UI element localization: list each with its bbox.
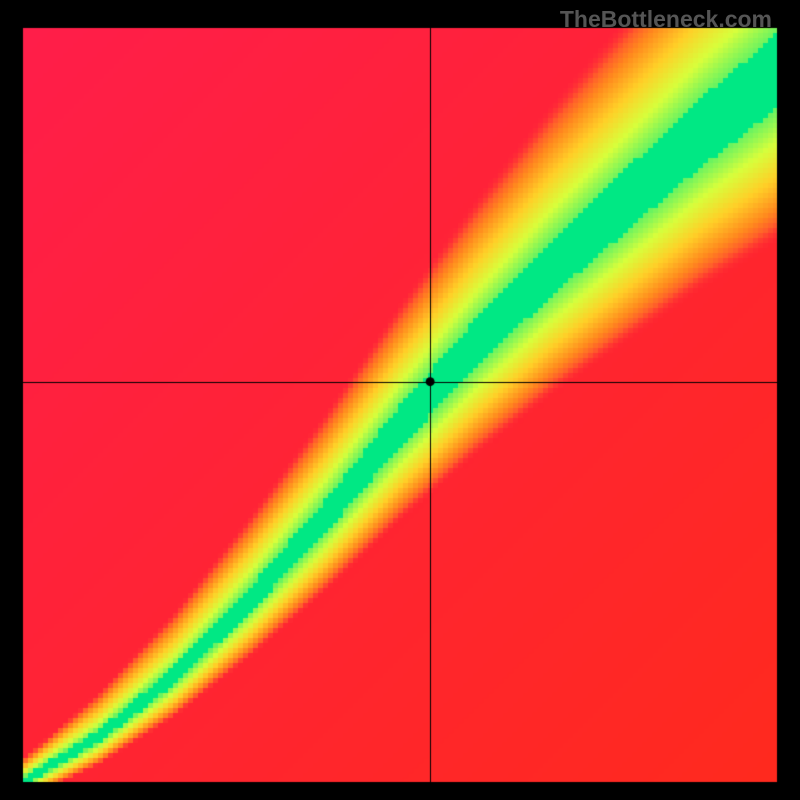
watermark-text: TheBottleneck.com bbox=[560, 6, 772, 33]
chart-container: TheBottleneck.com bbox=[0, 0, 800, 800]
bottleneck-heatmap-canvas bbox=[0, 0, 800, 800]
